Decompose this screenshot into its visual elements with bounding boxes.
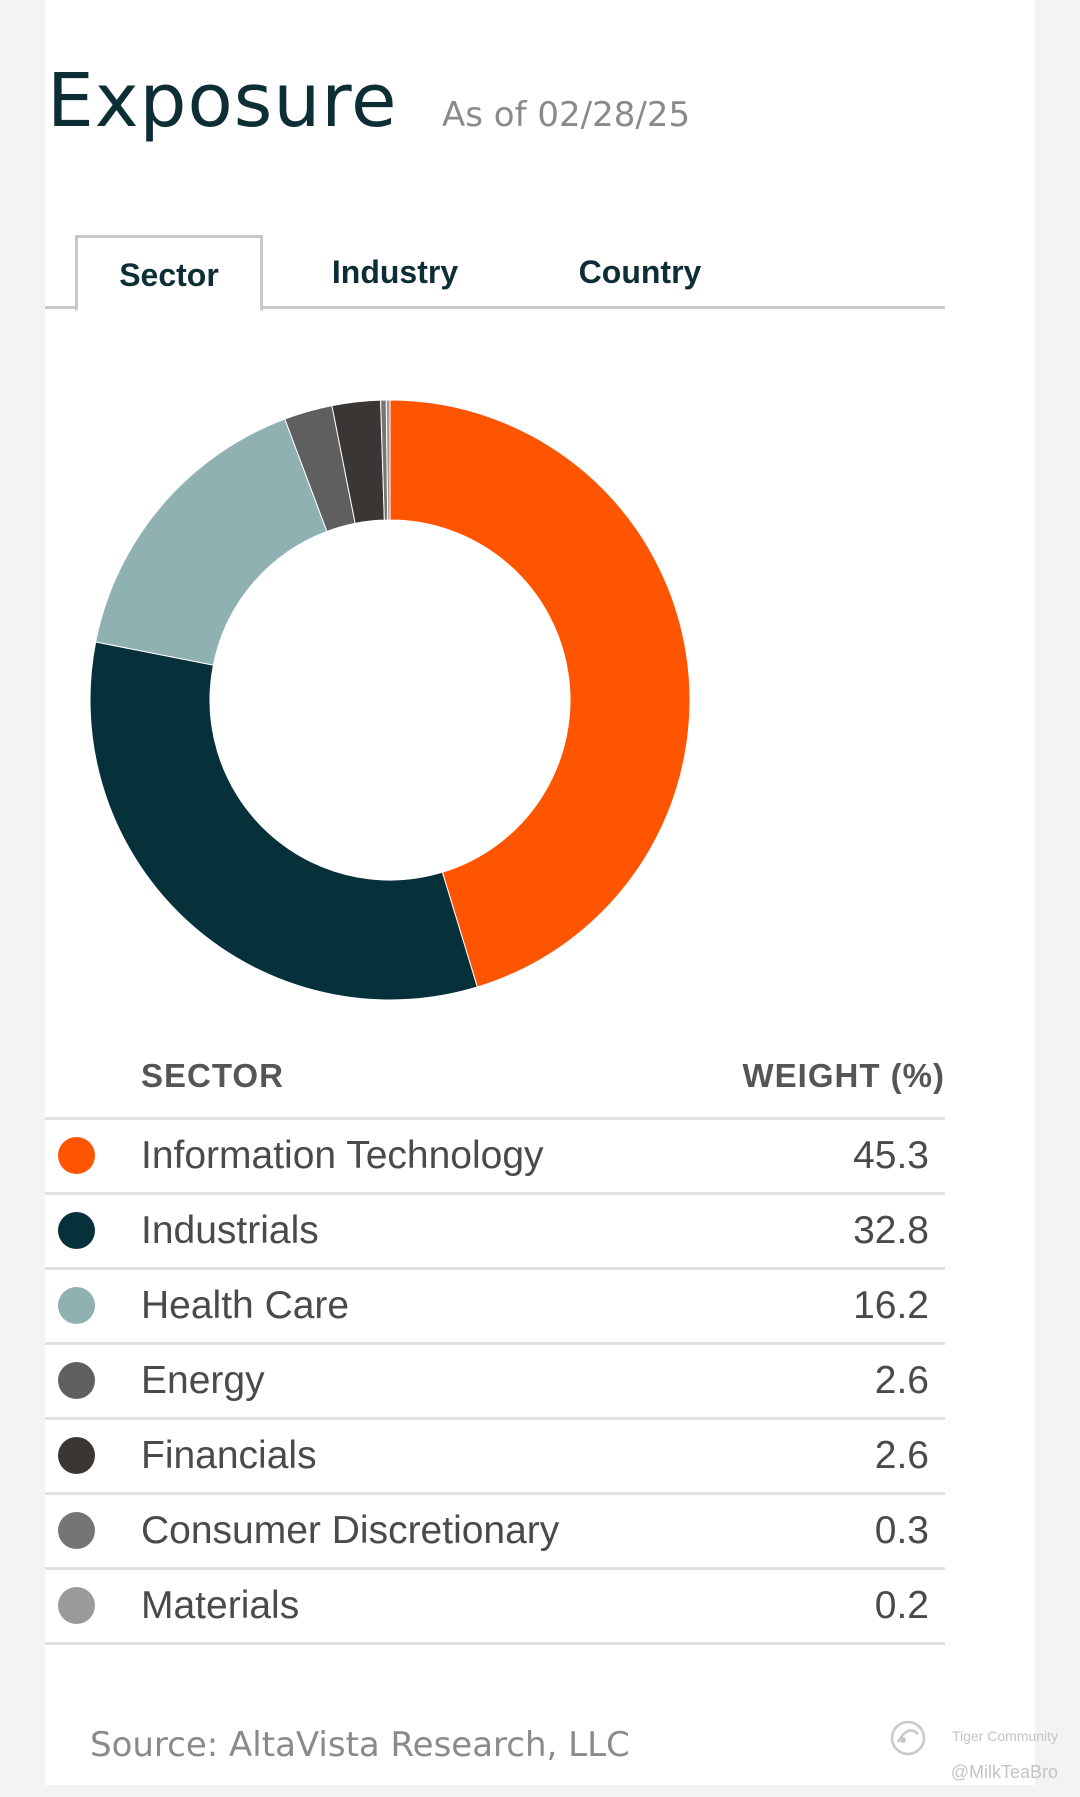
- header: Exposure As of 02/28/25: [47, 58, 690, 144]
- column-header-sector: SECTOR: [141, 1057, 284, 1094]
- sector-weight: 2.6: [874, 1434, 929, 1477]
- sector-weight-table: SECTOR WEIGHT (%) Information Technology…: [45, 1035, 945, 1645]
- sector-name: Financials: [141, 1434, 317, 1477]
- watermark-handle: @MilkTeaBro: [950, 1762, 1058, 1782]
- tiger-community-logo: [890, 1720, 926, 1756]
- source-note: Source: AltaVista Research, LLC: [90, 1725, 630, 1765]
- donut-slice-materials: [385, 399, 391, 521]
- sector-name: Information Technology: [141, 1134, 544, 1177]
- as-of-date: As of 02/28/25: [442, 95, 691, 135]
- table-row: Health Care 16.2: [45, 1270, 945, 1345]
- donut-slice-industrials: [89, 641, 478, 1001]
- watermark-brand: Tiger Community: [951, 1728, 1058, 1744]
- tab-industry[interactable]: Industry: [331, 254, 459, 290]
- legend-dot-energy: [58, 1362, 95, 1399]
- sector-name: Health Care: [141, 1284, 350, 1327]
- page-title: Exposure: [47, 58, 398, 144]
- sector-name: Materials: [141, 1584, 300, 1627]
- exposure-tabs: Sector Industry Country: [45, 235, 945, 312]
- legend-dot-information-technology: [58, 1137, 95, 1174]
- sector-name: Consumer Discretionary: [141, 1509, 560, 1552]
- table-row: Consumer Discretionary 0.3: [45, 1495, 945, 1570]
- table-row: Financials 2.6: [45, 1420, 945, 1495]
- sector-weight: 45.3: [853, 1134, 929, 1177]
- legend-dot-industrials: [58, 1212, 95, 1249]
- sector-weight: 2.6: [874, 1359, 929, 1402]
- table-row: Materials 0.2: [45, 1570, 945, 1645]
- table-body: Information Technology 45.3 Industrials 32.…: [45, 1120, 945, 1645]
- tabs-underline: [45, 306, 945, 309]
- column-header-weight: WEIGHT (%): [742, 1057, 945, 1094]
- sector-weight: 32.8: [853, 1209, 929, 1252]
- donut-slice-health-care: [95, 418, 328, 666]
- legend-dot-consumer-discretionary: [58, 1512, 95, 1549]
- tab-country[interactable]: Country: [578, 254, 702, 290]
- donut-slice-information-technology: [389, 399, 691, 988]
- table-header: SECTOR WEIGHT (%): [45, 1035, 945, 1120]
- sector-name: Industrials: [141, 1209, 319, 1252]
- legend-dot-financials: [58, 1437, 95, 1474]
- legend-dot-materials: [58, 1587, 95, 1624]
- sector-weight: 0.2: [874, 1584, 929, 1627]
- sector-name: Energy: [141, 1359, 265, 1402]
- legend-dot-health-care: [58, 1287, 95, 1324]
- sector-weight: 16.2: [853, 1284, 929, 1327]
- table-row: Information Technology 45.3: [45, 1120, 945, 1195]
- sector-donut-chart: [89, 399, 691, 1001]
- table-row: Energy 2.6: [45, 1345, 945, 1420]
- tab-sector[interactable]: Sector: [75, 235, 263, 312]
- donut-slices: [89, 399, 691, 1001]
- table-row: Industrials 32.8: [45, 1195, 945, 1270]
- sector-weight: 0.3: [874, 1509, 929, 1552]
